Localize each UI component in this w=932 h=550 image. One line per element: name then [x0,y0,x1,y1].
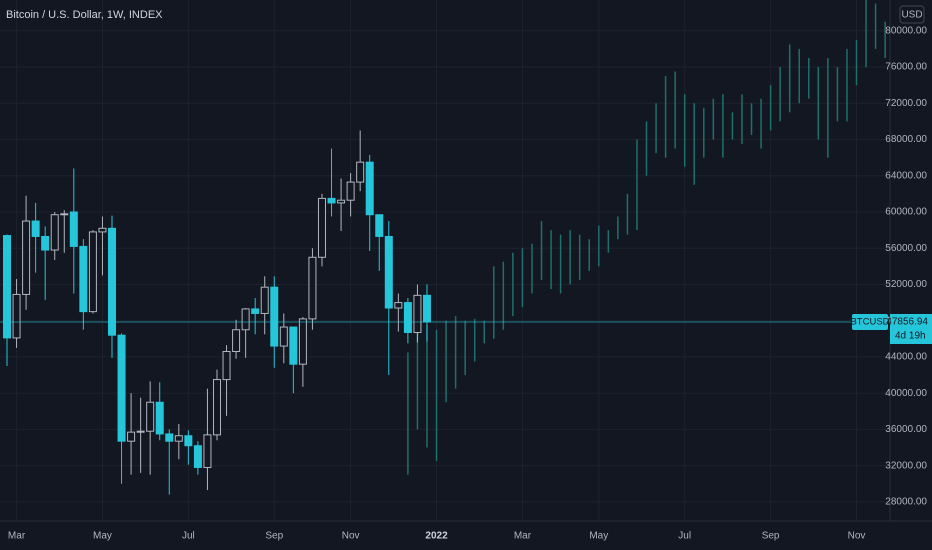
price-badge [890,313,932,344]
candle-body [222,350,231,381]
candle-body [279,326,288,347]
candle-body [193,445,202,468]
candle-body [107,227,116,336]
grid [0,0,890,520]
candle-body [260,286,269,314]
y-tick-label: 40000.00 [885,388,927,399]
currency-label[interactable]: USD [901,10,922,21]
chart-title: Bitcoin / U.S. Dollar, 1W, INDEX [6,9,163,21]
candle-body [98,227,107,233]
y-tick-label: 56000.00 [885,243,927,254]
y-tick-label: 64000.00 [885,170,927,181]
candle-body [12,293,21,339]
candle-body [241,308,250,331]
marks [0,0,890,495]
candle-body [174,435,183,442]
candle-body [212,379,221,436]
candle-body [88,231,97,313]
y-tick-label: 44000.00 [885,352,927,363]
x-tick-label: Nov [848,531,866,542]
y-tick-label: 52000.00 [885,279,927,290]
y-tick-label: 60000.00 [885,207,927,218]
x-tick-label: 2022 [425,531,448,542]
candle-body [203,434,212,468]
y-tick-label: 32000.00 [885,460,927,471]
candle-body [327,197,336,204]
candle-body [317,197,326,258]
candle-body [346,181,355,201]
currency-button[interactable] [899,5,925,24]
candle-body [184,435,193,447]
price-label: 47856.94 [886,317,928,328]
y-tick-label: 68000.00 [885,134,927,145]
candle-body [375,214,384,237]
candle-body [22,220,31,295]
symbol-label: BTCUSD [850,317,889,328]
candle-body [270,286,279,347]
candle-body [384,235,393,309]
labels: 28000.00 32000.00 36000.00 40000.00 44000.00… [8,25,932,542]
candle-body [136,430,145,433]
candle-body [155,401,164,435]
symbol-badge [852,313,888,330]
x-tick-label: Jul [182,531,195,542]
y-tick-label: 80000.00 [885,25,927,36]
candle-body [50,214,59,251]
countdown-label: 4d 19h [895,331,926,342]
x-tick-label: May [93,531,112,542]
x-tick-label: Sep [762,531,780,542]
candle-body [69,211,78,247]
candle-body [251,308,260,314]
candle-body [165,433,174,442]
candle-body [232,329,241,352]
candle-body [79,245,88,313]
x-tick-label: May [589,531,608,542]
x-tick-label: Mar [8,531,26,542]
candle-body [60,213,69,216]
candle-body [422,294,431,323]
candle-body [127,431,136,442]
y-tick-label: 36000.00 [885,424,927,435]
candle-body [146,401,155,432]
candle-body [3,235,11,339]
y-tick-label: 72000.00 [885,98,927,109]
x-tick-label: Sep [265,531,283,542]
candle-body [403,302,412,333]
y-tick-label: 76000.00 [885,62,927,73]
candle-body [289,326,298,365]
candle-body [41,235,50,251]
candle-body [308,256,317,320]
candle-body [117,334,126,442]
x-tick-label: Nov [342,531,360,542]
y-tick-label: 28000.00 [885,497,927,508]
candle-body [298,318,307,365]
x-tick-label: Mar [514,531,532,542]
candle-body [413,294,422,333]
candle-body [31,220,40,237]
candle-body [394,302,403,309]
candle-body [356,161,365,183]
candle-body [365,161,374,216]
candle-body [337,199,346,204]
x-tick-label: Jul [678,531,691,542]
